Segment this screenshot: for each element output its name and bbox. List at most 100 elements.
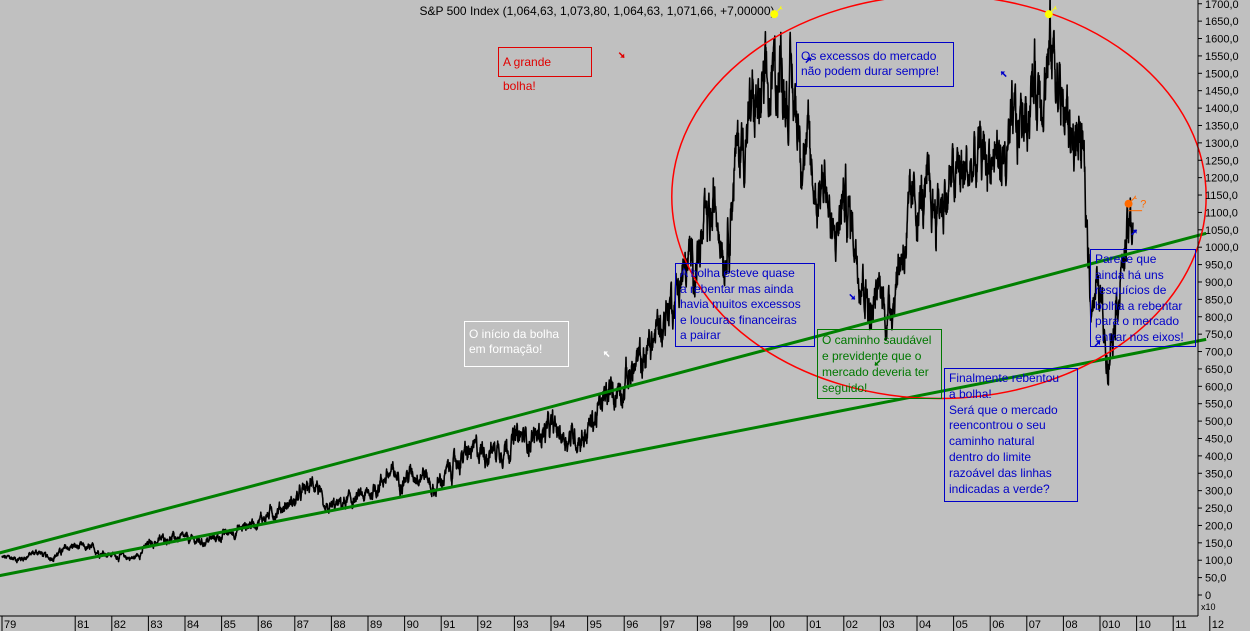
y-tick-label: 650,0	[1205, 364, 1233, 376]
x-tick: 93	[513, 616, 529, 631]
x-tick-label: 010	[1102, 619, 1120, 631]
x-tick: 05	[953, 616, 968, 631]
y-tick: 450,0	[1198, 433, 1233, 445]
y-tick: 250,0	[1198, 503, 1233, 515]
x-axis: 79 81 82 83 84 85 86 87 88 89 90 91 92 93 94 95 96 97 98 99…	[0, 602, 1224, 631]
y-tick-label: 200,0	[1205, 520, 1233, 532]
x-tick: 11	[1172, 616, 1187, 631]
x-tick-label: 04	[919, 619, 931, 631]
x-tick-label: 94	[553, 619, 565, 631]
x-tick: 87	[294, 616, 309, 631]
y-tick: 1250,0	[1198, 155, 1239, 167]
x-tick: 85	[221, 616, 236, 631]
arrow-excessos-right	[1000, 71, 1007, 78]
annotation-grande-bolha: A grande bolha!	[498, 47, 592, 93]
x-tick-label: 88	[333, 619, 345, 631]
y-tick: 400,0	[1198, 451, 1233, 463]
x-tick: 91	[440, 616, 455, 631]
y-tick-label: 700,0	[1205, 347, 1233, 359]
y-tick-label: 300,0	[1205, 486, 1233, 498]
y-tick: 850,0	[1198, 294, 1233, 306]
y-tick-label: 1550,0	[1205, 51, 1239, 63]
y-tick: 600,0	[1198, 381, 1233, 393]
arrows	[603, 52, 1138, 366]
y-tick: 350,0	[1198, 468, 1233, 480]
bomb-icon	[1124, 195, 1137, 208]
x-tick: 01	[806, 616, 821, 631]
x-tick-label: 96	[626, 619, 638, 631]
y-tick-label: 450,0	[1205, 433, 1233, 445]
y-tick: 1450,0	[1198, 86, 1239, 98]
y-tick: 1050,0	[1198, 225, 1239, 237]
x-tick-label: 00	[773, 619, 785, 631]
y-tick: 1000,0	[1198, 242, 1239, 254]
x-tick: 81	[74, 616, 89, 631]
x-tick-label: 01	[809, 619, 821, 631]
y-tick-label: 750,0	[1205, 329, 1233, 341]
x-tick: 89	[367, 616, 382, 631]
y-tick-label: 150,0	[1205, 538, 1233, 550]
y-tick: 1300,0	[1198, 138, 1239, 150]
y-tick-label: 500,0	[1205, 416, 1233, 428]
x-tick-label: 83	[150, 619, 162, 631]
y-tick: 1400,0	[1198, 103, 1239, 115]
y-tick: 650,0	[1198, 364, 1233, 376]
arrow-inicio	[603, 351, 610, 358]
x-tick-label: 02	[846, 619, 858, 631]
x-tick-label: 93	[516, 619, 528, 631]
x-tick: 010	[1099, 616, 1120, 631]
x-tick: 90	[404, 616, 419, 631]
x-tick: 84	[184, 616, 199, 631]
y-tick-label: 1350,0	[1205, 120, 1239, 132]
x-tick: 07	[1026, 616, 1041, 631]
x-tick-label: 97	[663, 619, 675, 631]
y-tick-label: 1000,0	[1205, 242, 1239, 254]
y-tick-label: 400,0	[1205, 451, 1233, 463]
x-tick-label: 99	[736, 619, 748, 631]
x-tick-label: 82	[114, 619, 126, 631]
x-tick-label: 10	[1139, 619, 1151, 631]
x-tick-label: 81	[77, 619, 89, 631]
y-tick-label: 50,0	[1205, 573, 1226, 585]
y-tick-label: 1300,0	[1205, 138, 1239, 150]
y-tick: 300,0	[1198, 486, 1233, 498]
x-tick: 04	[916, 616, 931, 631]
annotation-resquicios: Parece que ainda há uns resquícios de bo…	[1090, 249, 1196, 347]
x-tick: 10	[1136, 616, 1151, 631]
y-tick-label: 0	[1205, 590, 1211, 602]
y-tick-label: 1600,0	[1205, 34, 1239, 46]
annotation-excessos: Os excessos do mercado não podem durar s…	[796, 42, 954, 87]
x-tick-label: 08	[1065, 619, 1077, 631]
y-tick: 1200,0	[1198, 173, 1239, 185]
y-tick: 800,0	[1198, 312, 1233, 324]
arrow-quase-rebentar	[849, 293, 856, 300]
y-tick-label: 950,0	[1205, 260, 1233, 272]
y-tick-label: 100,0	[1205, 555, 1233, 567]
x-tick-label: 79	[4, 619, 16, 631]
x-tick-label: 95	[590, 619, 602, 631]
x-tick-label: 85	[224, 619, 236, 631]
y-tick-label: 850,0	[1205, 294, 1233, 306]
x-tick-label: 12	[1212, 619, 1224, 631]
x-tick-label: 05	[956, 619, 968, 631]
x-tick-label: 89	[370, 619, 382, 631]
upper-trend	[0, 231, 1207, 555]
x-tick: 88	[330, 616, 346, 631]
x-tick: 79	[1, 616, 16, 631]
y-tick: 200,0	[1198, 520, 1233, 532]
y-tick: 50,0	[1198, 573, 1226, 585]
annotation-quase-rebentar: A bolha esteve quase a rebentar mas aind…	[675, 263, 815, 347]
chart-title: S&P 500 Index (1,064,63, 1,073,80, 1,064…	[419, 4, 774, 18]
trend-lines	[0, 231, 1207, 578]
x-tick: 98	[696, 616, 712, 631]
y-tick-label: 1500,0	[1205, 68, 1239, 80]
annotation-caminho-saudavel: O caminho saudável e previdente que o me…	[817, 329, 942, 399]
y-tick: 1600,0	[1198, 34, 1239, 46]
x-tick: 03	[879, 616, 895, 631]
x-tick: 02	[843, 616, 858, 631]
y-tick: 1150,0	[1198, 190, 1238, 202]
y-tick: 700,0	[1198, 347, 1233, 359]
x-tick-label: 11	[1175, 619, 1186, 631]
y-tick-label: 250,0	[1205, 503, 1233, 515]
